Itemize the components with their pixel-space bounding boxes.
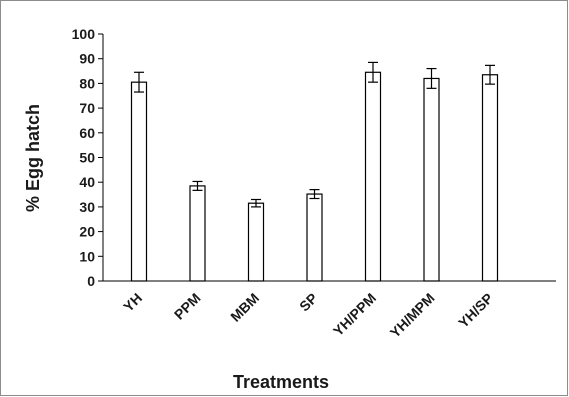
x-tick-label: MBM — [227, 290, 262, 325]
x-tick-label: YH/MPM — [387, 290, 438, 341]
y-tick-label: 10 — [79, 248, 95, 264]
x-tick-label: SP — [296, 290, 321, 315]
error-bars — [134, 61, 495, 208]
bar — [189, 185, 206, 282]
x-tick-label: PPM — [171, 290, 204, 323]
y-tick-label: 70 — [79, 100, 95, 116]
y-tick-label: 50 — [79, 150, 95, 166]
bar — [481, 74, 499, 282]
bar — [306, 193, 323, 282]
bar — [364, 71, 382, 282]
y-tick-label: 90 — [79, 51, 95, 67]
bar — [247, 202, 265, 282]
y-axis-ticks: 0 10 20 30 40 50 60 70 80 90 100 — [72, 26, 103, 289]
bars — [130, 71, 499, 282]
y-tick-label: 20 — [79, 224, 95, 240]
y-tick-label: 0 — [87, 273, 95, 289]
y-tick-label: 100 — [72, 26, 96, 42]
x-axis-title: Treatments — [233, 372, 329, 392]
y-tick-label: 30 — [79, 199, 95, 215]
x-tick-label: YH — [120, 290, 145, 315]
x-tick-label: YH/SP — [455, 290, 496, 331]
y-tick-label: 60 — [79, 125, 95, 141]
bar — [423, 77, 440, 282]
x-axis-ticks: YH PPM MBM SP YH/PPM YH/MPM YH/SP — [120, 290, 496, 341]
y-tick-label: 40 — [79, 174, 95, 190]
y-tick-label: 80 — [79, 75, 95, 91]
x-tick-label: YH/PPM — [330, 290, 379, 339]
y-axis-title: % Egg hatch — [23, 104, 43, 212]
bar — [130, 81, 148, 282]
